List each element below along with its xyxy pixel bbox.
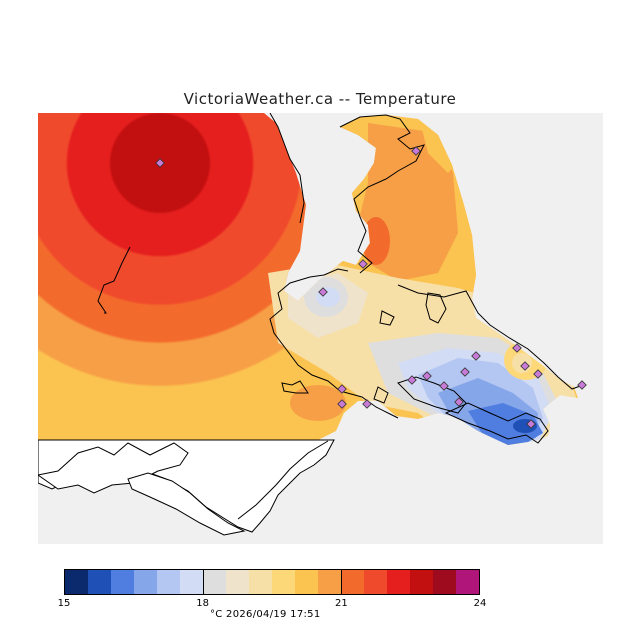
legend-swatch bbox=[249, 570, 272, 594]
legend-swatch bbox=[111, 570, 134, 594]
legend-tick-label: 15 bbox=[57, 598, 71, 609]
temperature-map[interactable] bbox=[38, 113, 603, 544]
station-marker bbox=[460, 367, 470, 377]
legend-tick-label: 24 bbox=[473, 598, 487, 609]
legend-swatch bbox=[65, 570, 88, 594]
legend-swatch bbox=[433, 570, 456, 594]
legend-tick-mark bbox=[341, 569, 343, 595]
station-marker bbox=[358, 259, 368, 269]
legend-swatch bbox=[364, 570, 387, 594]
legend-swatch bbox=[318, 570, 341, 594]
station-marker bbox=[512, 343, 522, 353]
station-marker bbox=[533, 369, 543, 379]
southern-coastline bbox=[237, 440, 329, 520]
station-marker bbox=[454, 397, 464, 407]
legend-swatch bbox=[134, 570, 157, 594]
station-marker bbox=[318, 287, 328, 297]
station-marker bbox=[411, 146, 421, 156]
station-marker bbox=[422, 371, 432, 381]
legend-swatch bbox=[203, 570, 226, 594]
station-markers bbox=[155, 146, 587, 429]
legend-swatch bbox=[341, 570, 364, 594]
legend-swatch bbox=[180, 570, 203, 594]
map-title: VictoriaWeather.ca -- Temperature bbox=[183, 90, 457, 108]
station-marker bbox=[439, 381, 449, 391]
southern-inlet bbox=[38, 442, 189, 494]
legend-swatch bbox=[272, 570, 295, 594]
legend-swatch bbox=[88, 570, 111, 594]
legend-swatch bbox=[410, 570, 433, 594]
station-marker bbox=[526, 419, 536, 429]
legend-tick-label: 21 bbox=[334, 598, 348, 609]
station-marker bbox=[362, 399, 372, 409]
legend-swatch bbox=[295, 570, 318, 594]
station-marker bbox=[337, 399, 347, 409]
legend-swatch bbox=[226, 570, 249, 594]
station-marker bbox=[155, 158, 165, 168]
legend-tick-label: 18 bbox=[196, 598, 210, 609]
station-marker bbox=[337, 384, 347, 394]
legend-swatch bbox=[157, 570, 180, 594]
legend-swatch bbox=[456, 570, 479, 594]
legend-swatch bbox=[387, 570, 410, 594]
station-marker bbox=[577, 380, 587, 390]
color-legend bbox=[64, 569, 480, 595]
legend-tick-mark bbox=[202, 569, 204, 595]
coastlines bbox=[97, 113, 584, 444]
legend-units-timestamp: °C 2026/04/19 17:51 bbox=[210, 609, 321, 620]
station-marker bbox=[471, 351, 481, 361]
southern-island bbox=[127, 472, 246, 536]
station-marker bbox=[407, 375, 417, 385]
station-marker bbox=[520, 361, 530, 371]
